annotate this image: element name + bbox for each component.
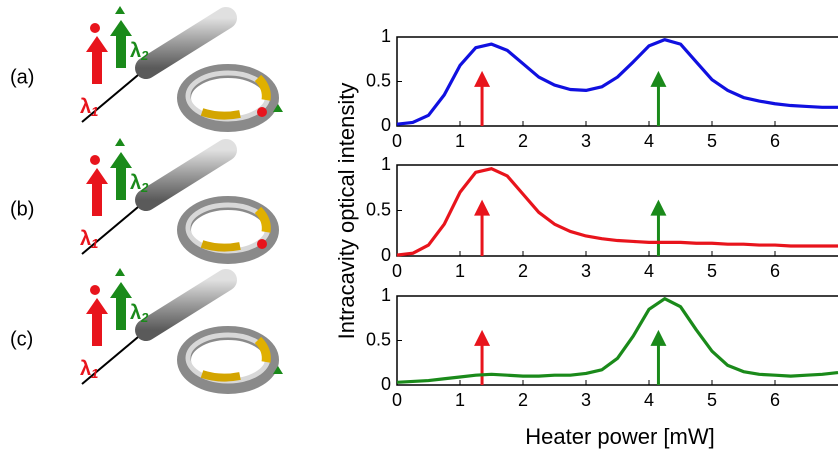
illustration: (a)λ1λ2 (10, 6, 283, 125)
green-triangle (115, 6, 125, 14)
x-tick-label: 3 (581, 261, 591, 281)
y-tick-label: 0.5 (366, 199, 391, 219)
green-arrow (110, 282, 132, 330)
data-line (397, 169, 838, 255)
marker-arrow-head (650, 200, 666, 216)
lambda-subscript: 2 (140, 310, 149, 325)
x-tick-label: 1 (455, 261, 465, 281)
waveguide (146, 150, 226, 200)
lambda-subscript: 1 (91, 236, 98, 251)
waveguide (146, 18, 226, 68)
illustration: (c)λ1λ2 (10, 268, 283, 387)
lambda-subscript: 1 (91, 366, 98, 381)
marker-arrow-head (474, 200, 490, 216)
y-tick-label: 0 (381, 374, 391, 394)
x-tick-label: 0 (392, 390, 402, 410)
y-tick-label: 1 (381, 285, 391, 305)
lambda-2: λ2 (130, 302, 149, 325)
axis-frame (397, 37, 838, 126)
heater (258, 340, 266, 362)
lambda-symbol: λ (80, 228, 91, 250)
waveguide (146, 280, 226, 330)
x-tick-label: 1 (455, 390, 465, 410)
x-tick-label: 3 (581, 131, 591, 151)
panel-label: (a) (10, 66, 34, 88)
y-tick-label: 0 (381, 245, 391, 265)
red-arrow (86, 36, 108, 84)
heater (258, 78, 266, 100)
x-tick-label: 2 (518, 261, 528, 281)
x-tick-label: 5 (707, 131, 717, 151)
red-dot (90, 155, 100, 165)
x-tick-label: 5 (707, 261, 717, 281)
panel-label: (b) (10, 198, 34, 220)
x-tick-label: 2 (518, 131, 528, 151)
x-tick-label: 0 (392, 131, 402, 151)
lambda-symbol: λ (130, 172, 141, 194)
lambda-symbol: λ (130, 40, 141, 62)
axis-frame (397, 296, 838, 385)
marker-arrow-head (474, 330, 490, 346)
y-axis-label: Intracavity optical intensity (334, 83, 359, 340)
x-tick-label: 4 (644, 390, 654, 410)
green-arrow (110, 152, 132, 200)
illustration: (b)λ1λ2 (10, 138, 272, 257)
lambda-2: λ2 (130, 172, 149, 195)
lambda-subscript: 1 (91, 104, 98, 119)
output-red-dot (257, 107, 267, 117)
y-tick-label: 1 (381, 26, 391, 46)
heater (202, 374, 240, 378)
panel-label: (c) (10, 328, 33, 350)
x-tick-label: 5 (707, 390, 717, 410)
heater (258, 210, 266, 232)
lambda-symbol: λ (130, 302, 141, 324)
heater (202, 112, 240, 116)
green-triangle (115, 268, 125, 276)
green-arrow (110, 20, 132, 68)
marker-arrow-head (650, 71, 666, 87)
heater (202, 244, 240, 248)
x-tick-label: 6 (770, 131, 780, 151)
lambda-symbol: λ (80, 96, 91, 118)
x-tick-label: 4 (644, 261, 654, 281)
red-arrow (86, 298, 108, 346)
y-tick-label: 0.5 (366, 70, 391, 90)
y-tick-label: 0.5 (366, 329, 391, 349)
red-dot (90, 23, 100, 33)
x-tick-label: 0 (392, 261, 402, 281)
lambda-subscript: 2 (140, 48, 149, 63)
x-tick-label: 2 (518, 390, 528, 410)
x-axis-label: Heater power [mW] (525, 424, 715, 449)
red-arrow (86, 168, 108, 216)
data-line (397, 299, 838, 383)
x-tick-label: 3 (581, 390, 591, 410)
lambda-1: λ1 (80, 96, 98, 119)
output-red-dot (257, 239, 267, 249)
lambda-2: λ2 (130, 40, 149, 63)
lambda-1: λ1 (80, 358, 98, 381)
axis-frame (397, 165, 838, 256)
lambda-subscript: 2 (140, 180, 149, 195)
green-triangle (115, 138, 125, 146)
marker-arrow-head (474, 71, 490, 87)
y-tick-label: 1 (381, 154, 391, 174)
lambda-symbol: λ (80, 358, 91, 380)
y-tick-label: 0 (381, 115, 391, 135)
marker-arrow-head (650, 330, 666, 346)
red-dot (90, 285, 100, 295)
x-tick-label: 1 (455, 131, 465, 151)
lambda-1: λ1 (80, 228, 98, 251)
x-tick-label: 6 (770, 261, 780, 281)
x-tick-label: 6 (770, 390, 780, 410)
data-line (397, 40, 838, 125)
x-tick-label: 4 (644, 131, 654, 151)
